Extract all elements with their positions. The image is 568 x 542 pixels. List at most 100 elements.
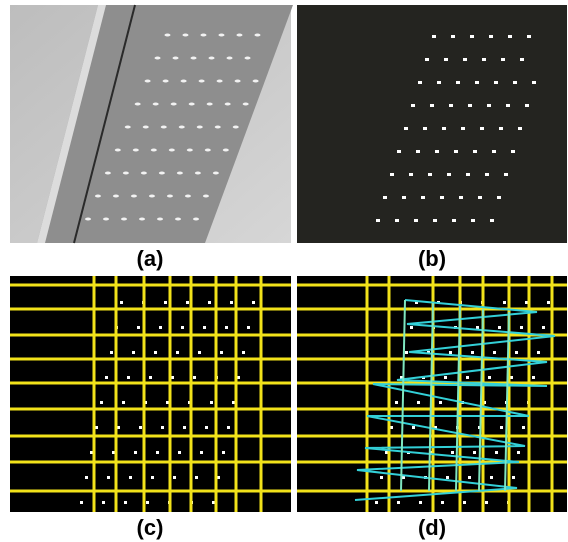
marker-dot <box>215 126 221 129</box>
marker-dot <box>397 150 401 153</box>
marker-dot <box>242 351 245 354</box>
marker-dot <box>151 149 157 152</box>
marker-dot <box>506 104 510 107</box>
marker-dot <box>402 196 406 199</box>
marker-dot <box>375 501 378 504</box>
marker-dot <box>402 476 405 479</box>
marker-dot <box>476 326 479 329</box>
marker-dot <box>153 103 159 106</box>
marker-dot <box>490 476 493 479</box>
marker-dot <box>230 301 233 304</box>
marker-dot <box>410 326 413 329</box>
marker-dot <box>105 376 108 379</box>
marker-dot <box>414 219 418 222</box>
marker-dot <box>504 173 508 176</box>
marker-dot <box>433 219 437 222</box>
marker-dot <box>503 301 506 304</box>
marker-dot <box>169 149 175 152</box>
marker-dot <box>120 301 123 304</box>
marker-dot <box>243 103 249 106</box>
marker-dot <box>383 196 387 199</box>
marker-dot <box>197 126 203 129</box>
marker-dot <box>80 501 83 504</box>
marker-dot <box>225 326 228 329</box>
marker-dot <box>449 104 453 107</box>
marker-dot <box>423 127 427 130</box>
marker-dot <box>209 57 215 60</box>
marker-dot <box>105 172 111 175</box>
marker-dot <box>494 81 498 84</box>
marker-dot <box>421 196 425 199</box>
marker-dot <box>432 35 436 38</box>
marker-dot <box>149 376 152 379</box>
marker-dot <box>217 80 223 83</box>
marker-dot <box>456 81 460 84</box>
marker-dot <box>123 172 129 175</box>
marker-dot <box>471 351 474 354</box>
marker-dot <box>245 57 251 60</box>
marker-dot <box>161 426 164 429</box>
marker-dot <box>517 451 520 454</box>
marker-dot <box>463 58 467 61</box>
marker-dot <box>480 127 484 130</box>
marker-dot <box>154 351 157 354</box>
marker-dot <box>220 351 223 354</box>
marker-dot <box>473 150 477 153</box>
marker-dot <box>205 149 211 152</box>
marker-dot <box>181 326 184 329</box>
marker-dot <box>177 172 183 175</box>
marker-dot <box>115 149 121 152</box>
marker-dot <box>100 401 103 404</box>
marker-dot <box>133 149 139 152</box>
marker-dot <box>156 451 159 454</box>
marker-dot <box>515 351 518 354</box>
marker-dot <box>511 150 515 153</box>
marker-dot <box>205 426 208 429</box>
marker-dot <box>492 150 496 153</box>
marker-dot <box>167 195 173 198</box>
marker-dot <box>451 35 455 38</box>
marker-dot <box>500 426 503 429</box>
marker-dot <box>542 326 545 329</box>
marker-dot <box>195 476 198 479</box>
marker-dot <box>405 351 408 354</box>
marker-dot <box>213 172 219 175</box>
marker-dot <box>143 126 149 129</box>
marker-dot <box>404 127 408 130</box>
marker-dot <box>439 401 442 404</box>
marker-dot <box>518 127 522 130</box>
marker-dot <box>145 80 151 83</box>
marker-dot <box>532 376 535 379</box>
marker-dot <box>547 301 550 304</box>
image-background <box>297 5 567 243</box>
panel-d <box>297 276 567 512</box>
marker-dot <box>471 219 475 222</box>
marker-dot <box>110 351 113 354</box>
marker-dot <box>444 58 448 61</box>
marker-dot <box>441 501 444 504</box>
marker-dot <box>193 218 199 221</box>
marker-dot <box>468 476 471 479</box>
marker-dot <box>485 501 488 504</box>
marker-dot <box>149 195 155 198</box>
marker-dot <box>121 218 127 221</box>
marker-dot <box>208 301 211 304</box>
marker-dot <box>497 196 501 199</box>
marker-dot <box>195 172 201 175</box>
marker-dot <box>493 351 496 354</box>
marker-dot <box>418 81 422 84</box>
marker-dot <box>134 451 137 454</box>
marker-dot <box>151 476 154 479</box>
marker-dot <box>203 326 206 329</box>
marker-dot <box>218 34 224 37</box>
marker-dot <box>182 34 188 37</box>
figure: (a) (b) (c) (d) <box>0 0 568 542</box>
marker-dot <box>412 426 415 429</box>
marker-dot <box>522 426 525 429</box>
panel-label: (d) <box>418 515 446 540</box>
marker-dot <box>247 326 250 329</box>
marker-dot <box>122 401 125 404</box>
marker-dot <box>222 451 225 454</box>
marker-dot <box>478 196 482 199</box>
marker-dot <box>103 218 109 221</box>
